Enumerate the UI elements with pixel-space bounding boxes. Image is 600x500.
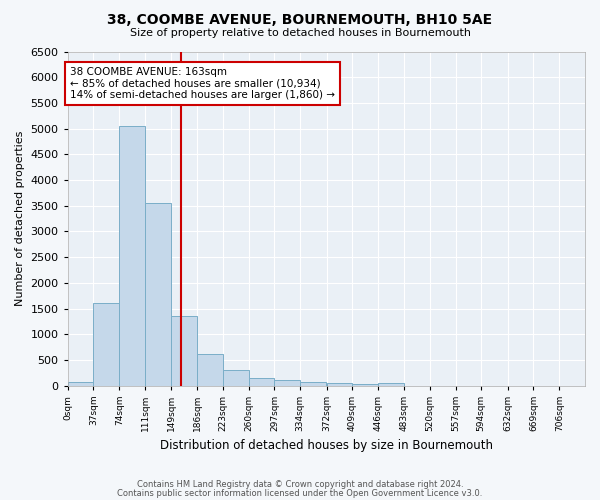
Bar xyxy=(145,203,171,386)
Bar xyxy=(197,354,223,386)
Bar xyxy=(378,382,404,386)
Text: 38 COOMBE AVENUE: 163sqm
← 85% of detached houses are smaller (10,934)
14% of se: 38 COOMBE AVENUE: 163sqm ← 85% of detach… xyxy=(70,67,335,100)
Text: Contains HM Land Registry data © Crown copyright and database right 2024.: Contains HM Land Registry data © Crown c… xyxy=(137,480,463,489)
Bar xyxy=(94,304,119,386)
Text: 38, COOMBE AVENUE, BOURNEMOUTH, BH10 5AE: 38, COOMBE AVENUE, BOURNEMOUTH, BH10 5AE xyxy=(107,12,493,26)
Bar xyxy=(274,380,300,386)
Bar xyxy=(300,382,326,386)
Text: Size of property relative to detached houses in Bournemouth: Size of property relative to detached ho… xyxy=(130,28,470,38)
Y-axis label: Number of detached properties: Number of detached properties xyxy=(15,131,25,306)
Bar xyxy=(352,384,378,386)
Bar xyxy=(172,316,197,386)
Bar xyxy=(119,126,145,386)
X-axis label: Distribution of detached houses by size in Bournemouth: Distribution of detached houses by size … xyxy=(160,440,493,452)
Text: Contains public sector information licensed under the Open Government Licence v3: Contains public sector information licen… xyxy=(118,489,482,498)
Bar xyxy=(68,382,94,386)
Bar xyxy=(327,384,352,386)
Bar xyxy=(249,378,274,386)
Bar xyxy=(223,370,249,386)
